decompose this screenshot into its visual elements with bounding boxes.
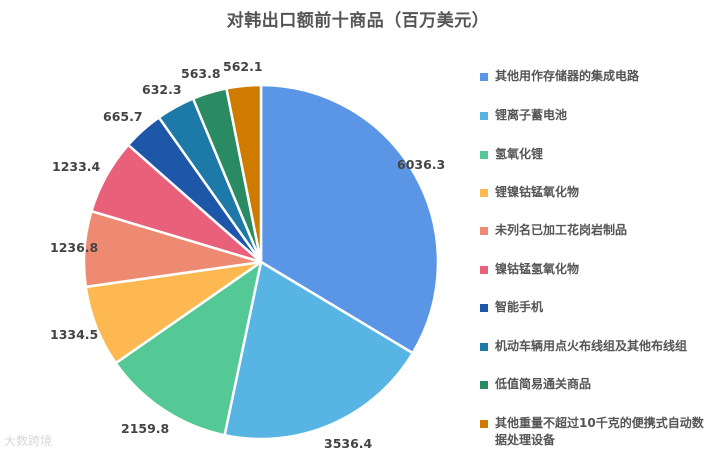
legend-swatch-icon bbox=[480, 304, 488, 312]
value-label: 1236.8 bbox=[50, 240, 99, 255]
legend-item[interactable]: 未列名已加工花岗岩制品 bbox=[480, 222, 708, 239]
legend-label: 机动车辆用点火布线组及其他布线组 bbox=[495, 339, 688, 353]
pie-slice[interactable] bbox=[259, 83, 440, 355]
legend-swatch-icon bbox=[480, 227, 488, 235]
legend-label: 锂镍钴锰氧化物 bbox=[495, 185, 580, 199]
legend-swatch-icon bbox=[480, 151, 488, 159]
legend-label: 锂离子蓄电池 bbox=[495, 108, 568, 122]
legend-swatch-icon bbox=[480, 189, 488, 197]
legend-swatch-icon bbox=[480, 420, 488, 428]
watermark: 大数跨境 bbox=[4, 434, 53, 448]
legend-item[interactable]: 其他用作存储器的集成电路 bbox=[480, 68, 708, 85]
legend-item[interactable]: 氢氧化锂 bbox=[480, 146, 708, 163]
legend-item[interactable]: 其他重量不超过10千克的便携式自动数据处理设备 bbox=[480, 415, 708, 449]
pie-slice[interactable] bbox=[114, 260, 263, 437]
legend-label: 其他用作存储器的集成电路 bbox=[495, 69, 640, 83]
legend-swatch-icon bbox=[480, 381, 488, 389]
legend-label: 智能手机 bbox=[495, 300, 544, 314]
value-label: 6036.3 bbox=[397, 157, 446, 172]
legend-item[interactable]: 智能手机 bbox=[480, 299, 708, 316]
value-label: 1233.4 bbox=[52, 159, 101, 174]
legend-label: 未列名已加工花岗岩制品 bbox=[495, 223, 628, 237]
pie-slice[interactable] bbox=[223, 260, 414, 441]
value-label: 563.8 bbox=[181, 66, 221, 81]
legend-swatch-icon bbox=[480, 73, 488, 81]
legend-swatch-icon bbox=[480, 266, 488, 274]
value-label: 2159.8 bbox=[121, 421, 170, 436]
legend-item[interactable]: 锂镍钴锰氧化物 bbox=[480, 184, 708, 201]
legend-label: 低值简易通关商品 bbox=[495, 377, 592, 391]
legend-item[interactable]: 镍钴锰氢氧化物 bbox=[480, 261, 708, 278]
value-label: 1334.5 bbox=[50, 327, 99, 342]
chart-title: 对韩出口额前十商品（百万美元） bbox=[226, 11, 490, 31]
legend-item[interactable]: 低值简易通关商品 bbox=[480, 376, 708, 393]
legend-swatch-icon bbox=[480, 343, 488, 351]
value-label: 632.3 bbox=[142, 82, 182, 97]
legend-swatch-icon bbox=[480, 112, 488, 120]
legend-item[interactable]: 机动车辆用点火布线组及其他布线组 bbox=[480, 338, 708, 355]
value-label: 3536.4 bbox=[324, 436, 373, 451]
legend-label: 镍钴锰氢氧化物 bbox=[495, 262, 580, 276]
pie-slice[interactable] bbox=[225, 83, 263, 264]
value-label: 562.1 bbox=[223, 59, 263, 74]
value-label: 665.7 bbox=[103, 109, 143, 124]
legend-item[interactable]: 锂离子蓄电池 bbox=[480, 107, 708, 124]
legend-label: 其他重量不超过10千克的便携式自动数据处理设备 bbox=[495, 416, 704, 447]
legend-label: 氢氧化锂 bbox=[495, 147, 544, 161]
